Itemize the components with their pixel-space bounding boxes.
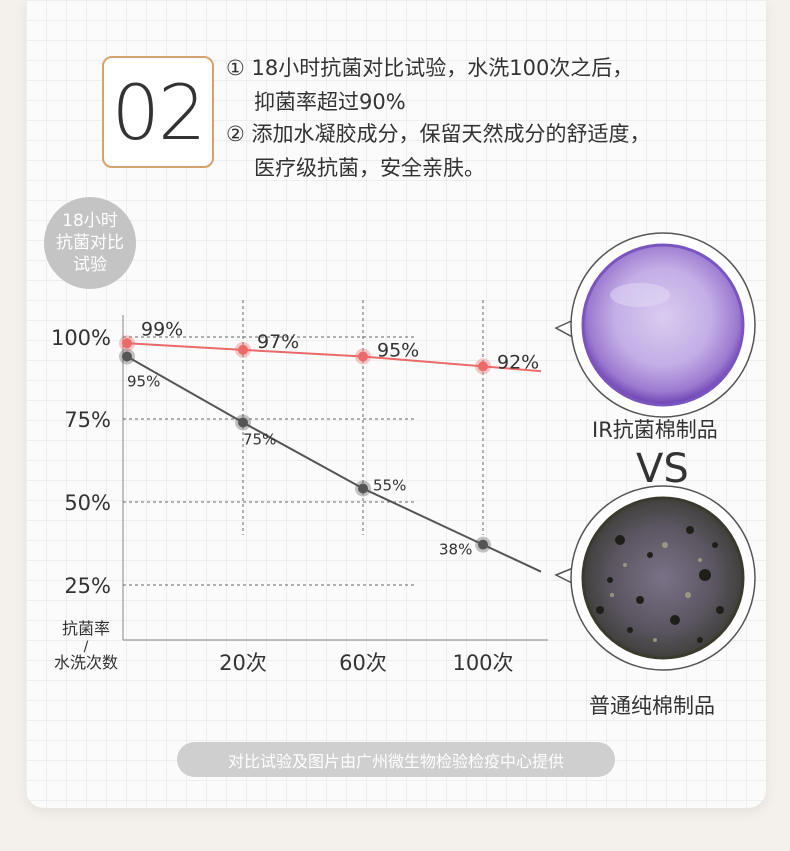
badge-line-2: 抗菌对比 bbox=[56, 233, 124, 253]
description-line-2: 抑菌率超过90% bbox=[254, 90, 406, 114]
x-tick-label: 20次 bbox=[219, 651, 267, 675]
data-label: 75% bbox=[243, 431, 276, 449]
x-tick-label: 100次 bbox=[452, 651, 513, 675]
y-tick-label: 75% bbox=[64, 408, 111, 432]
y-tick-label: 50% bbox=[64, 491, 111, 515]
description-line-3: ② 添加水凝胶成分，保留天然成分的舒适度， bbox=[226, 122, 651, 146]
test-badge: 18小时 抗菌对比 试验 bbox=[44, 197, 136, 289]
data-label: 38% bbox=[439, 541, 472, 559]
data-label: 55% bbox=[373, 477, 406, 495]
data-point bbox=[122, 338, 132, 349]
data-label: 92% bbox=[497, 351, 539, 373]
badge-line-1: 18小时 bbox=[62, 211, 118, 231]
x-axis-label: 水洗次数 bbox=[54, 653, 118, 672]
x-tick-label: 60次 bbox=[339, 651, 387, 675]
data-label: 99% bbox=[141, 318, 183, 340]
source-note: 对比试验及图片由广州微生物检验检疫中心提供 bbox=[177, 742, 615, 777]
data-label: 95% bbox=[377, 340, 419, 362]
badge-line-3: 试验 bbox=[73, 255, 107, 275]
data-point bbox=[358, 483, 368, 494]
data-label: 95% bbox=[127, 373, 160, 391]
axis-label-slash: / bbox=[84, 639, 89, 655]
description-line-1: ① 18小时抗菌对比试验，水洗100次之后， bbox=[226, 56, 634, 80]
data-point bbox=[238, 344, 248, 355]
data-point bbox=[238, 417, 248, 428]
vs-text: VS bbox=[636, 446, 689, 492]
plain-cotton-label: 普通纯棉制品 bbox=[589, 694, 715, 718]
data-point bbox=[478, 539, 488, 550]
description-line-4: 医疗级抗菌，安全亲肤。 bbox=[254, 156, 485, 180]
data-point bbox=[478, 361, 488, 372]
y-axis-label: 抗菌率 bbox=[62, 619, 110, 638]
ir-cotton-label: IR抗菌棉制品 bbox=[592, 418, 718, 442]
section-number: 02 bbox=[102, 56, 214, 168]
y-tick-label: 100% bbox=[51, 326, 111, 350]
y-tick-label: 25% bbox=[64, 574, 111, 598]
data-point bbox=[358, 351, 368, 362]
data-label: 97% bbox=[257, 331, 299, 353]
data-point bbox=[122, 351, 132, 362]
